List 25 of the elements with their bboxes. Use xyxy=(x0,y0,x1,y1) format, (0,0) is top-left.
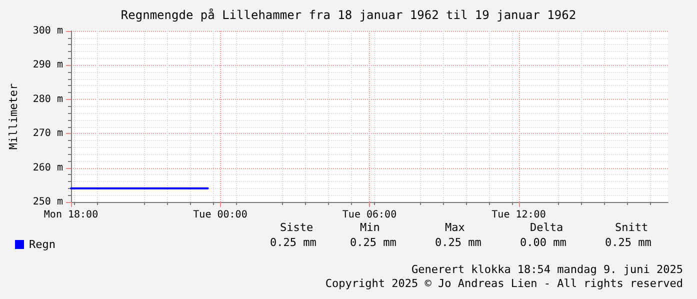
y-tick-label: 280 m xyxy=(32,94,63,105)
y-tick-label: 260 m xyxy=(32,162,63,174)
x-tick-label: Tue 00:00 xyxy=(193,210,248,220)
x-tick-label: Mon 18:00 xyxy=(44,210,98,220)
text: Min xyxy=(360,221,380,234)
text: 0.25 mm xyxy=(605,236,652,249)
text: Delta xyxy=(530,221,564,234)
text: 0.00 mm xyxy=(520,236,567,249)
text: Generert klokka 18:54 mandag 9. juni 2025 xyxy=(411,263,684,276)
chart-title: Regnmengde på Lillehammer fra 18 januar 1962 til 19 januar 1962 xyxy=(120,8,576,22)
legend-label: Regn xyxy=(29,238,56,251)
text: Copyright 2025 © Jo Andreas Lien - All rights reserved xyxy=(325,277,684,290)
text: Max xyxy=(445,221,466,234)
y-tick-label: 300 m xyxy=(32,26,63,36)
x-tick-label: Tue 06:00 xyxy=(342,210,397,220)
x-tick-label: Tue 12:00 xyxy=(492,210,546,220)
y-tick-label: 250 m xyxy=(32,196,63,208)
text: Siste xyxy=(280,221,314,234)
text: 0.25 mm xyxy=(435,236,482,249)
y-tick-label: 290 m xyxy=(32,60,63,71)
text: 0.25 mm xyxy=(270,236,317,249)
y-tick-label: 270 m xyxy=(32,128,63,140)
text: Snitt xyxy=(615,221,648,234)
y-axis-title: Millimeter xyxy=(7,83,20,150)
text: 0.25 mm xyxy=(350,236,397,249)
